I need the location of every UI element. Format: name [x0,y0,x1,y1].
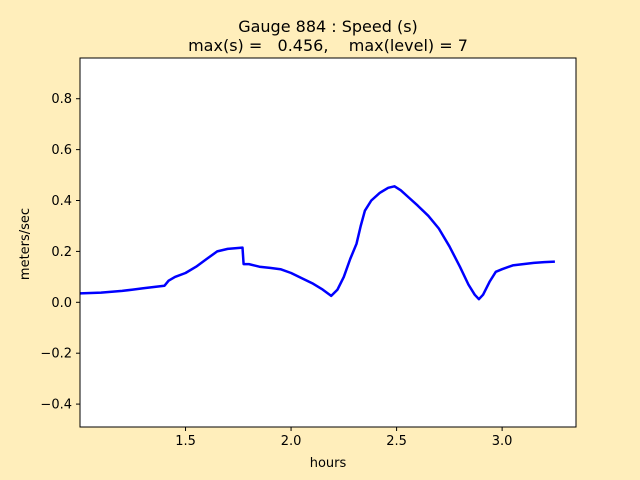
x-tick-label: 2.5 [386,434,407,449]
y-tick-label: 0.8 [51,92,72,107]
x-tick-label: 1.5 [175,434,196,449]
y-tick-label: 0.2 [51,245,72,260]
y-tick-label: 0.6 [51,143,72,158]
y-axis-label: meters/sec [18,208,33,280]
y-tick-label: 0.0 [51,296,72,311]
x-tick-label: 3.0 [492,434,513,449]
series-line-0 [79,185,555,301]
x-axis-label: hours [310,456,347,471]
plot-frame [79,57,577,428]
x-tick-label: 2.0 [281,434,302,449]
y-axis-ticks: −0.4 −0.2 0.0 0.2 0.4 0.6 0.8 [40,92,80,413]
series-layer [79,185,555,301]
y-tick-label: −0.4 [40,398,72,413]
x-axis-ticks: 1.5 2.0 2.5 3.0 [175,427,512,449]
plot-area [80,58,576,427]
chart-title-line1: Gauge 884 : Speed (s) [238,17,418,36]
y-tick-label: 0.4 [51,194,72,209]
chart-title-line2: max(s) = 0.456, max(level) = 7 [188,36,468,55]
y-tick-label: −0.2 [40,347,72,362]
